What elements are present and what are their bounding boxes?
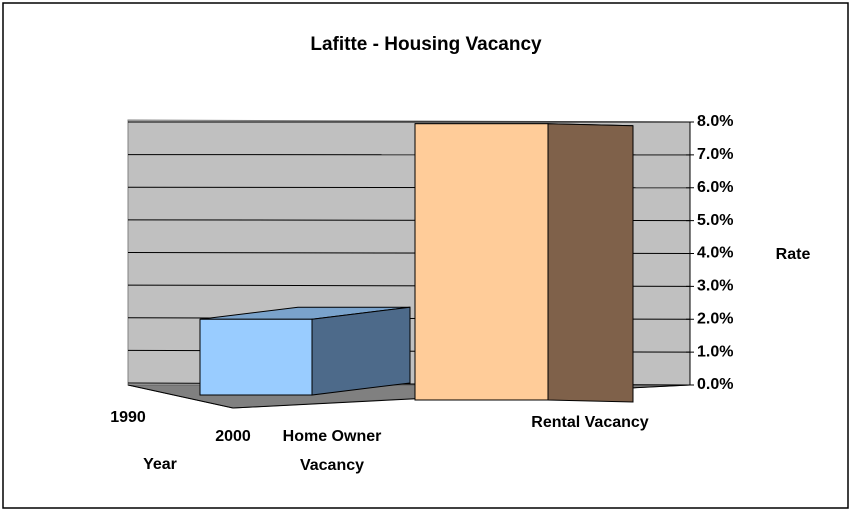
y-tick-label: 1.0% <box>697 343 733 360</box>
y-tick-label: 5.0% <box>697 212 733 229</box>
y-tick-label: 0.0% <box>697 376 733 393</box>
y-tick-label: 6.0% <box>697 179 733 196</box>
chart-title: Lafitte - Housing Vacancy <box>310 34 542 55</box>
bar-side <box>311 306 411 396</box>
x-tick-label: Home Owner Vacancy <box>282 428 382 474</box>
x-tick-label: Rental Vacancy <box>531 414 649 431</box>
bar <box>414 123 549 401</box>
y-tick-label: 8.0% <box>697 113 733 130</box>
depth-label: 1990 <box>110 409 146 426</box>
bar-side <box>547 123 634 403</box>
depth-axis <box>127 384 234 409</box>
y-tick-label: 3.0% <box>697 278 733 295</box>
depth-axis-title: Year <box>143 456 177 473</box>
y-tick-label: 7.0% <box>697 146 733 163</box>
depth-label: 2000 <box>215 428 251 445</box>
y-tick-label: 2.0% <box>697 310 733 327</box>
y-axis-title: Rate <box>776 246 811 263</box>
y-tick-label: 4.0% <box>697 245 733 262</box>
bar <box>199 318 313 396</box>
